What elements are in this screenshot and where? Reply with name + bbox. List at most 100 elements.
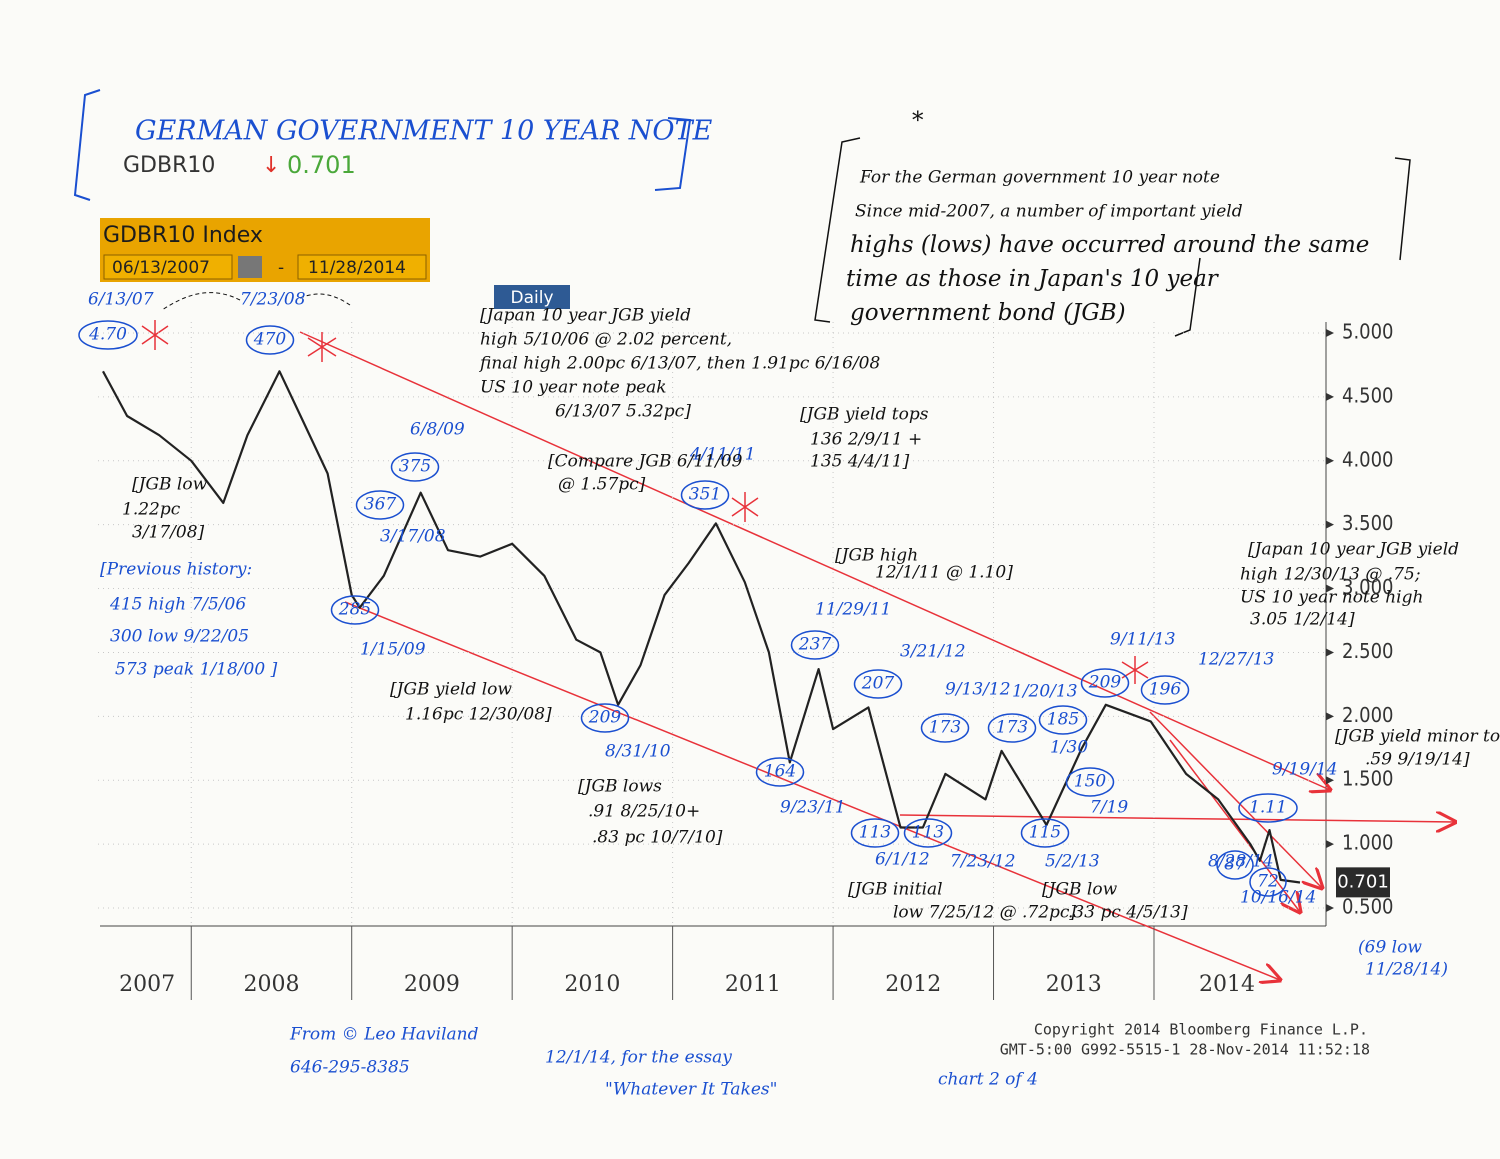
annotation: 6/8/09 bbox=[410, 420, 465, 440]
y-tick-label: 4.500 bbox=[1342, 383, 1394, 407]
annotation: 11/29/11 bbox=[815, 600, 891, 620]
annotation: 7/23/08 bbox=[240, 290, 306, 310]
annotation-circle bbox=[987, 713, 1037, 743]
annotation: 3.05 1/2/14] bbox=[1250, 610, 1355, 630]
x-tick-label: 2008 bbox=[243, 972, 299, 997]
annotation: 12/1/14, for the essay bbox=[545, 1048, 732, 1068]
annotation: 4/11/11 bbox=[689, 445, 756, 465]
annotation-circle bbox=[390, 452, 440, 482]
annotation: [JGB high bbox=[835, 546, 918, 566]
annotation: final high 2.00pc 6/13/07, then 1.91pc 6… bbox=[478, 354, 880, 374]
annotation: Since mid-2007, a number of important yi… bbox=[855, 202, 1243, 222]
annotation: 173 bbox=[929, 718, 961, 738]
annotation: US 10 year note high bbox=[1240, 588, 1423, 608]
annotation: 3/17/08] bbox=[132, 523, 205, 543]
annotation: [JGB yield low bbox=[390, 680, 512, 700]
annotation: 72 bbox=[1257, 872, 1279, 892]
annotation: For the German government 10 year note bbox=[859, 168, 1220, 188]
annotation-circle bbox=[1080, 668, 1130, 698]
annotation: 300 low 9/22/05 bbox=[110, 627, 249, 647]
annotation: 209 bbox=[588, 708, 622, 728]
annotation: 150 bbox=[1074, 772, 1107, 792]
annotation: high 5/10/06 @ 2.02 percent, bbox=[480, 330, 732, 350]
date-separator: - bbox=[278, 258, 284, 278]
annotation: From © Leo Haviland bbox=[289, 1025, 479, 1045]
annotation: 1.11 bbox=[1249, 798, 1287, 818]
annotation-circle bbox=[1216, 850, 1254, 880]
annotation: [Japan 10 year JGB yield bbox=[480, 306, 691, 326]
note-bracket bbox=[814, 137, 1411, 337]
date-box[interactable] bbox=[297, 254, 427, 280]
period: Daily bbox=[510, 288, 553, 308]
copyright: Copyright 2014 Bloomberg Finance L.P. bbox=[1034, 1021, 1368, 1039]
x-tick-label: 2013 bbox=[1046, 972, 1102, 997]
annotation: time as those in Japan's 10 year bbox=[846, 266, 1220, 292]
annotation: US 10 year note peak bbox=[480, 378, 667, 398]
date-box[interactable] bbox=[103, 254, 233, 280]
y-tick bbox=[1326, 392, 1334, 401]
annotation: [Compare JGB 6/11/09 bbox=[548, 452, 743, 472]
annotation: 164 bbox=[764, 762, 796, 782]
period-button[interactable] bbox=[494, 285, 570, 309]
index-label: GDBR10 Index bbox=[103, 223, 263, 248]
y-tick bbox=[1326, 776, 1334, 785]
annotation: highs (lows) have occurred around the sa… bbox=[850, 232, 1369, 258]
arrow: ↓ bbox=[262, 153, 280, 178]
y-tick bbox=[1326, 712, 1334, 721]
annotation: @ 1.57pc] bbox=[558, 475, 646, 495]
annotation-circle bbox=[330, 595, 380, 625]
annotation-circle bbox=[680, 480, 730, 510]
annotation: 9/11/13 bbox=[1110, 630, 1176, 650]
annotation: 237 bbox=[798, 635, 832, 655]
annotation: .33 pc 4/5/13] bbox=[1068, 903, 1188, 923]
annotation: "Whatever It Takes" bbox=[605, 1080, 777, 1100]
annotation: [JGB low bbox=[1042, 880, 1118, 900]
annotation: government bond (JGB) bbox=[850, 300, 1126, 326]
x-tick-label: 2011 bbox=[725, 972, 781, 997]
annotation-circle bbox=[1140, 675, 1190, 705]
annotation: 6/1/12 bbox=[875, 850, 930, 870]
annotation-circle bbox=[903, 818, 953, 848]
y-tick-label: 1.500 bbox=[1342, 767, 1394, 791]
y-tick bbox=[1326, 584, 1334, 593]
annotation: 9/13/12 bbox=[945, 680, 1011, 700]
bracket bbox=[654, 117, 692, 191]
link-arrow bbox=[161, 292, 241, 311]
annotation: 113 bbox=[912, 823, 944, 843]
annotation: 10/16/14 bbox=[1240, 888, 1316, 908]
annotation: 173 bbox=[996, 718, 1028, 738]
annotation: 6/13/07 bbox=[88, 290, 154, 310]
annotation: [JGB yield tops bbox=[800, 405, 929, 425]
start-date: 06/13/2007 bbox=[112, 258, 210, 278]
annotation: 573 peak 1/18/00 ] bbox=[115, 660, 278, 680]
annotation: 11/28/14) bbox=[1365, 960, 1448, 980]
annotation-circle bbox=[1065, 767, 1115, 797]
annotation: [JGB yield minor top bbox=[1335, 727, 1500, 747]
x-tick-label: 2014 bbox=[1199, 972, 1255, 997]
annotation-circle bbox=[245, 325, 295, 355]
annotation: 285 bbox=[338, 600, 371, 620]
annotation: 7/23/12 bbox=[950, 852, 1016, 872]
y-tick-label: 2.500 bbox=[1342, 639, 1394, 663]
annotation-circle bbox=[1249, 867, 1287, 897]
trend-lines bbox=[141, 320, 1455, 980]
annotation: 209 bbox=[1088, 673, 1122, 693]
annotation: 4.70 bbox=[88, 325, 127, 345]
annotation: 12/1/11 @ 1.10] bbox=[875, 563, 1013, 583]
header-title: GERMAN GOVERNMENT 10 YEAR NOTE bbox=[135, 116, 713, 147]
calendar-icon[interactable] bbox=[238, 256, 262, 278]
annotation-circle bbox=[355, 490, 405, 520]
annotation: .59 9/19/14] bbox=[1365, 750, 1470, 770]
annotation: 9/23/11 bbox=[780, 798, 846, 818]
annotation: 87 bbox=[1224, 855, 1246, 875]
stamp: GMT-5:00 G992-5515-1 28-Nov-2014 11:52:1… bbox=[1000, 1041, 1370, 1059]
annotation: 185 bbox=[1047, 710, 1079, 730]
annotation-circle bbox=[1038, 705, 1088, 735]
annotation-circle bbox=[850, 818, 900, 848]
annotation: 351 bbox=[689, 485, 721, 505]
annotation-circle bbox=[1238, 793, 1298, 823]
annotation-circle bbox=[580, 703, 630, 733]
ticker: GDBR10 bbox=[123, 153, 215, 178]
x-tick-label: 2007 bbox=[119, 972, 175, 997]
annotation: 1/20/13 bbox=[1012, 682, 1078, 702]
